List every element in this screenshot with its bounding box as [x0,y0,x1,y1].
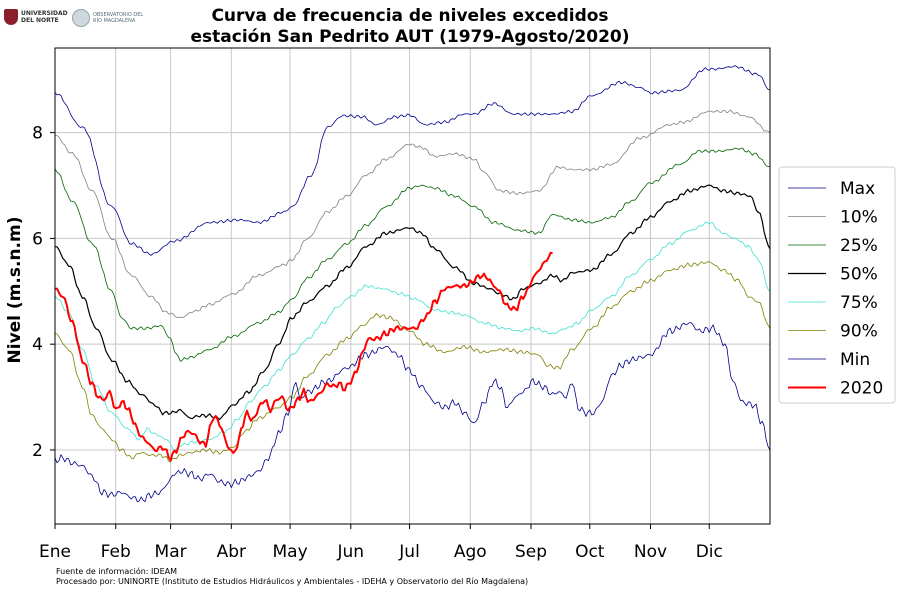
y-axis-label: Nivel (m.s.n.m) [5,217,25,364]
legend-label-2: 25% [840,236,878,256]
observatory-logo-line-1: OBSERVATORIO DEL [93,12,144,18]
footer-source: Fuente de información: IDEAM [56,567,177,576]
y-tick-label-2: 6 [32,229,43,249]
series-line-Min [54,322,771,503]
x-tick-label-1: Feb [101,542,131,562]
y-tick-label-1: 4 [32,335,43,355]
legend-label-1: 10% [840,208,878,228]
footer-processed: Procesado por: UNINORTE (Instituto de Es… [56,576,529,586]
university-shield-icon [4,9,18,25]
x-tick-label-9: Oct [575,542,605,562]
x-tick-label-3: Abr [217,542,246,562]
x-tick-label-11: Dic [696,542,723,562]
series-line-75pct [54,221,771,452]
university-logo: UNIVERSIDAD DEL NORTE [4,9,68,25]
plot-frame [54,47,771,525]
legend-label-7: 2020 [840,379,883,399]
series-line-2020 [54,251,553,462]
university-logo-line-1: UNIVERSIDAD [21,10,68,17]
university-logo-line-2: DEL NORTE [21,17,59,24]
legend-label-3: 50% [840,265,878,285]
observatory-globe-icon [72,9,90,27]
y-tick-label-0: 2 [32,441,43,461]
x-tick-label-0: Ene [39,542,71,562]
x-tick-label-8: Sep [515,542,547,562]
x-tick-label-10: Nov [634,542,667,562]
series-line-10pct [54,109,771,318]
axis-ticks: Ene Feb Mar Abr May Jun Jul Ago Sep Oct Nov Dic 2 4 6 8 [32,124,723,562]
observatory-logo-line-2: RÍO MAGDALENA [93,18,136,24]
chart-title-line-1: Curva de frecuencia de niveles excedidos [211,6,608,26]
series-line-50pct [54,184,771,421]
chart-title-line-2: estación San Pedrito AUT (1979-Agosto/20… [191,27,630,47]
legend: Max 10% 25% 50% 75% 90% Min 2020 [778,166,896,404]
logos: UNIVERSIDAD DEL NORTE OBSERVATORIO DEL R… [4,9,144,35]
x-tick-label-4: May [272,542,307,562]
legend-label-6: Min [840,350,870,370]
series-layer [54,65,771,503]
legend-label-5: 90% [840,322,878,342]
observatory-logo: OBSERVATORIO DEL RÍO MAGDALENA [72,9,143,27]
grid [54,48,770,524]
x-tick-label-6: Jul [398,542,420,562]
footer: Fuente de información: IDEAM Procesado p… [56,567,528,586]
legend-label-4: 75% [840,293,878,313]
series-line-25pct [54,147,771,362]
x-tick-label-5: Jun [337,542,365,562]
legend-box [778,166,896,404]
x-tick-label-2: Mar [155,542,187,562]
legend-label-0: Max [840,179,875,199]
series-line-Max [54,65,771,256]
y-tick-label-3: 8 [32,124,43,144]
x-tick-label-7: Ago [454,542,487,562]
series-line-90pct [54,261,771,463]
